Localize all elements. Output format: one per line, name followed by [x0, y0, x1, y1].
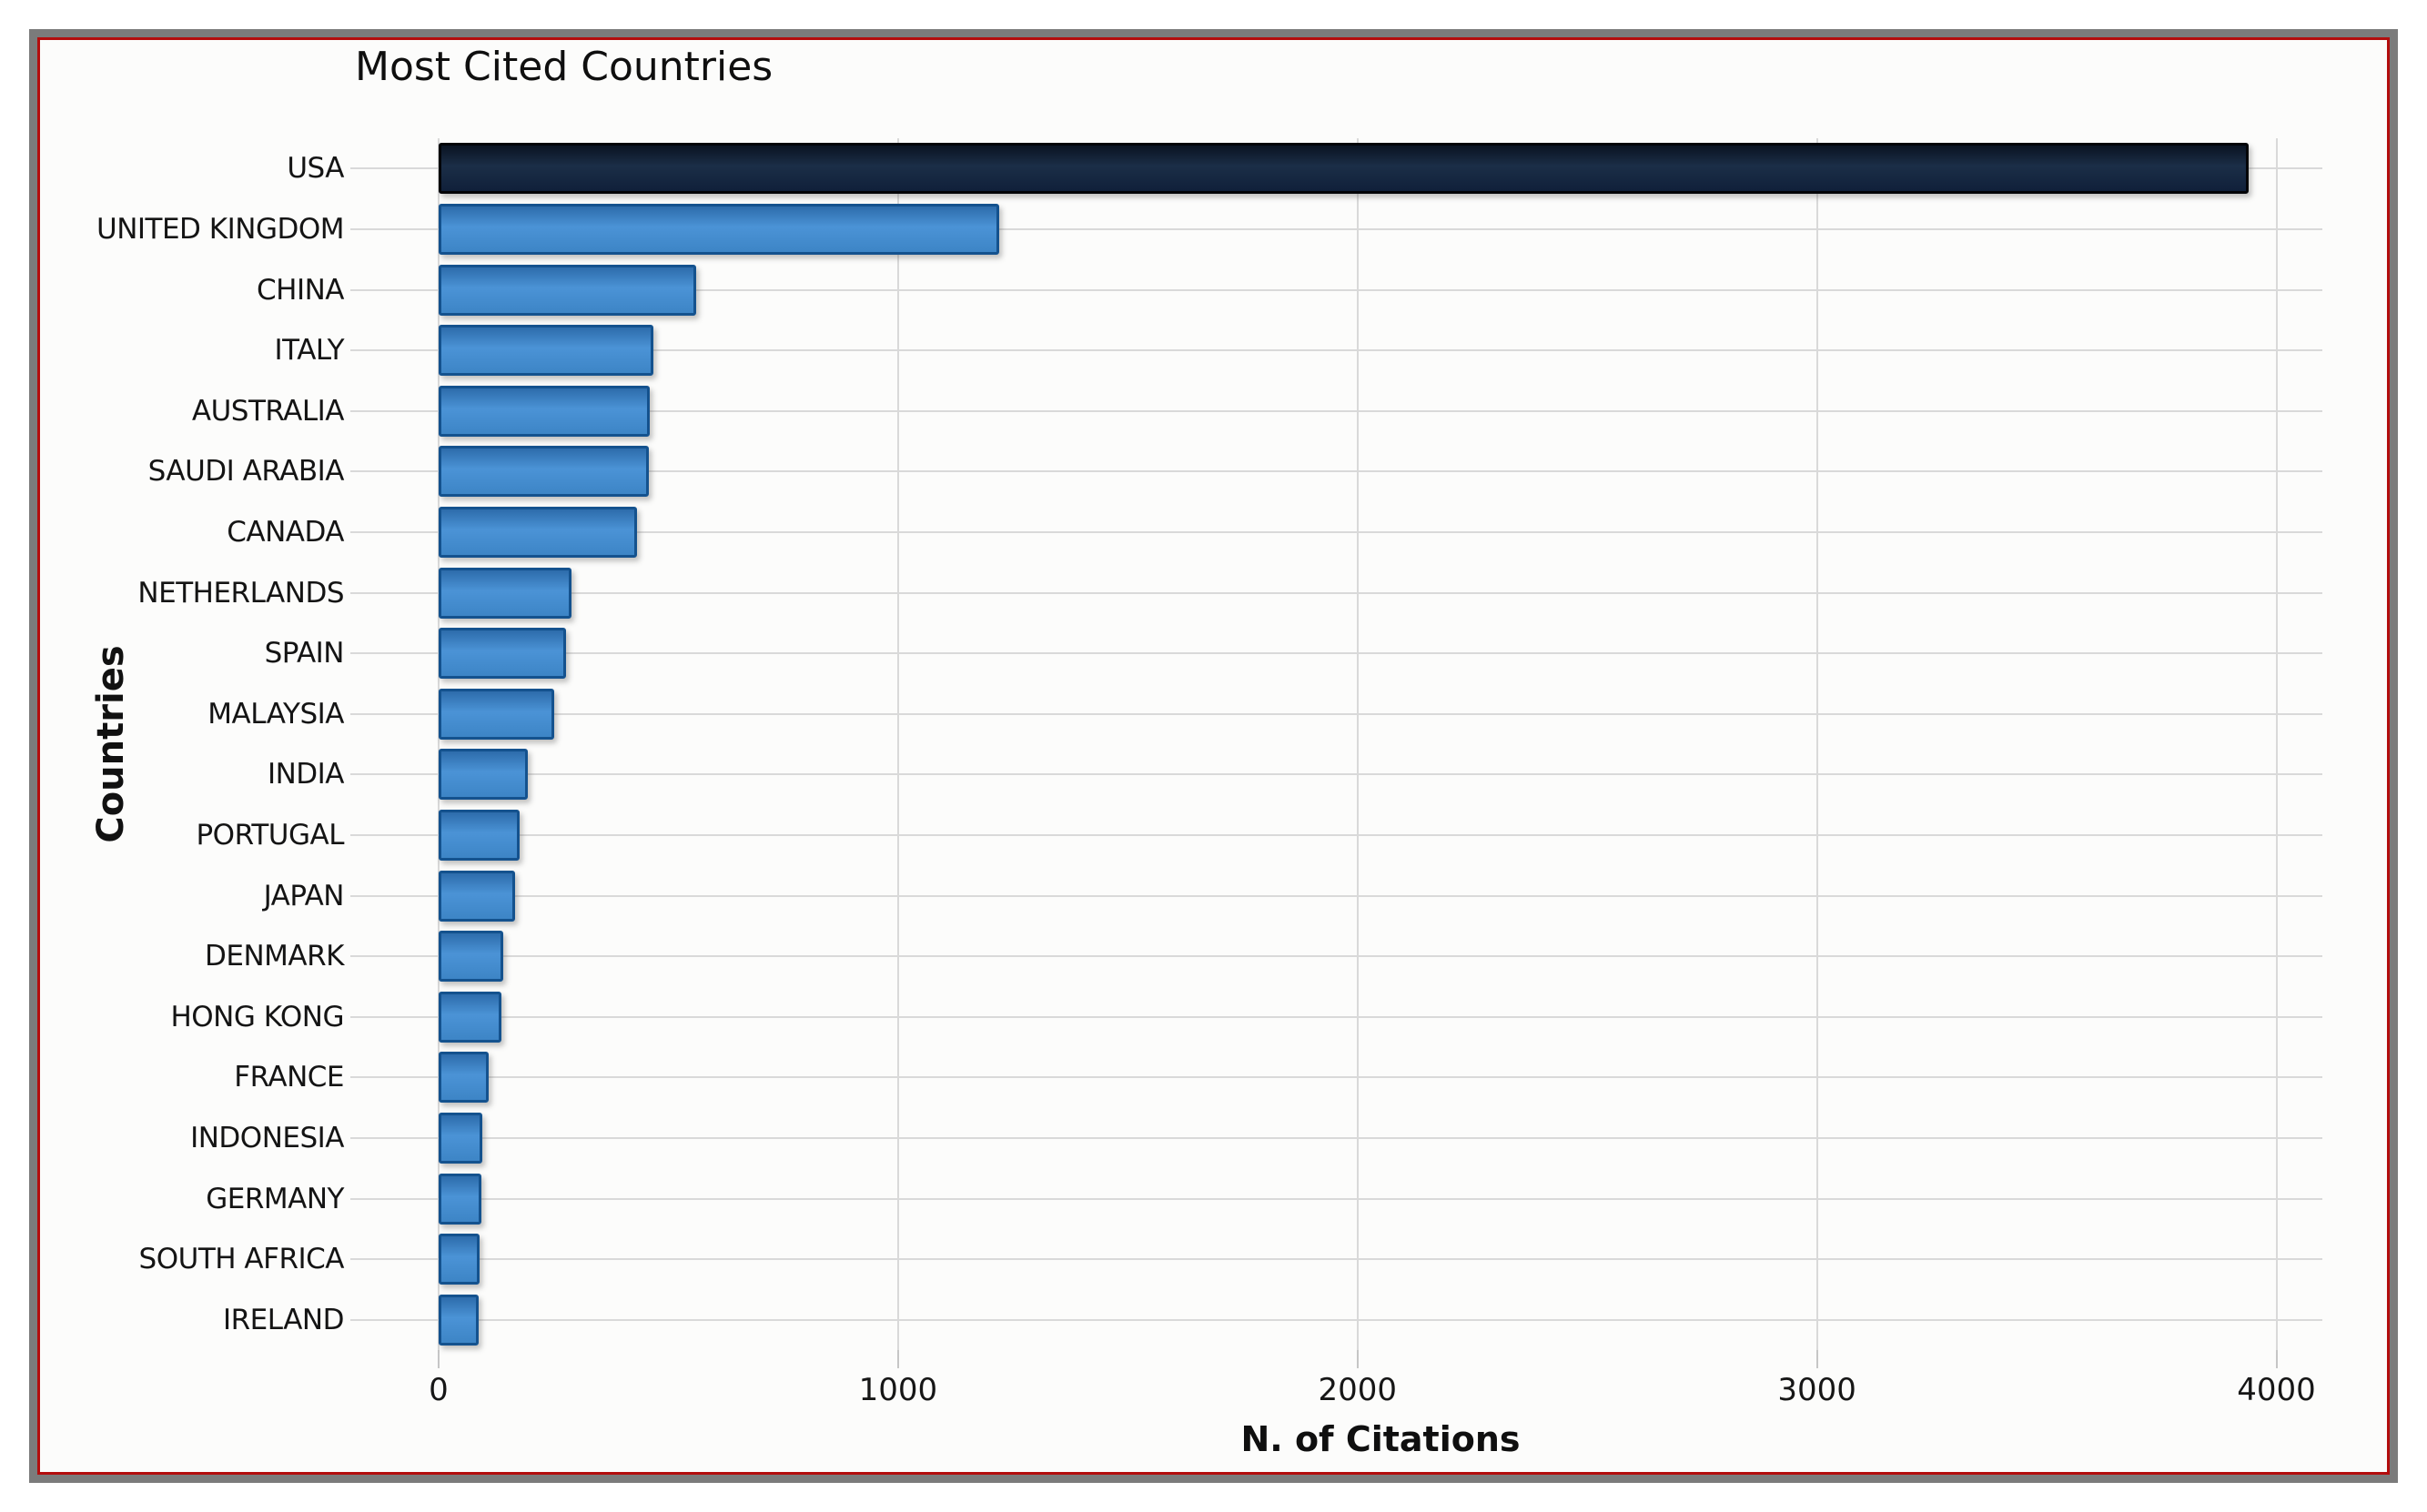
h-gridline	[350, 833, 2322, 836]
y-tick-label-canada: CANADA	[227, 515, 344, 549]
y-tick-label-ireland: IRELAND	[222, 1303, 345, 1336]
y-tick-label-saudi-arabia: SAUDI ARABIA	[147, 455, 345, 489]
h-gridline	[350, 349, 2322, 352]
x-tick-mark-0	[438, 1350, 440, 1368]
y-tick-label-spain: SPAIN	[264, 637, 345, 670]
y-tick-label-netherlands: NETHERLANDS	[137, 576, 344, 610]
v-gridline-1000	[896, 138, 899, 1350]
v-gridline-2000	[1356, 138, 1359, 1350]
chart-title: Most Cited Countries	[355, 44, 774, 90]
bar-italy	[439, 325, 653, 377]
v-gridline-0	[438, 138, 440, 1350]
y-tick-label-portugal: PORTUGAL	[196, 818, 344, 852]
h-gridline	[350, 894, 2322, 897]
figure-frame: Most Cited Countries Countries N. of Cit…	[29, 29, 2398, 1483]
h-gridline	[350, 409, 2322, 412]
v-gridline-4000	[2275, 138, 2278, 1350]
y-tick-label-hong-kong: HONG KONG	[170, 1000, 344, 1033]
bar-japan	[439, 870, 516, 922]
bar-canada	[439, 506, 637, 558]
y-tick-label-south-africa: SOUTH AFRICA	[138, 1243, 345, 1276]
h-gridline	[350, 1136, 2322, 1139]
x-tick-label-2000: 2000	[1318, 1372, 1398, 1408]
x-tick-mark-4000	[2275, 1350, 2278, 1368]
plot-panel: Countries N. of Citations 0 1000 2000 3000 4…	[90, 138, 2322, 1459]
h-gridline	[350, 591, 2322, 594]
h-gridline	[350, 470, 2322, 473]
y-tick-label-australia: AUSTRALIA	[191, 394, 345, 428]
bar-germany	[439, 1173, 482, 1225]
h-gridline	[350, 955, 2322, 958]
y-tick-label-usa: USA	[287, 152, 344, 186]
h-gridline	[350, 712, 2322, 715]
bar-portugal	[439, 809, 520, 861]
y-tick-label-italy: ITALY	[274, 334, 345, 368]
bar-malaysia	[439, 688, 554, 740]
bar-south-africa	[439, 1234, 480, 1285]
bar-france	[439, 1052, 490, 1104]
h-gridline	[350, 227, 2322, 230]
x-tick-label-1000: 1000	[858, 1372, 938, 1408]
x-tick-label-3000: 3000	[1777, 1372, 1856, 1408]
h-gridline	[350, 1258, 2322, 1261]
y-tick-label-indonesia: INDONESIA	[190, 1121, 344, 1154]
x-tick-label-0: 0	[429, 1372, 449, 1408]
h-gridline	[350, 1197, 2322, 1200]
chart-area: Most Cited Countries Countries N. of Cit…	[40, 40, 2387, 1472]
h-gridline	[350, 1318, 2322, 1321]
x-tick-mark-3000	[1815, 1350, 1818, 1368]
bar-usa	[439, 143, 2250, 195]
bar-denmark	[439, 931, 503, 983]
h-gridline	[350, 1015, 2322, 1018]
h-gridline	[350, 530, 2322, 533]
x-tick-mark-1000	[896, 1350, 899, 1368]
bar-netherlands	[439, 567, 572, 619]
bar-spain	[439, 628, 566, 680]
figure-frame-inner: Most Cited Countries Countries N. of Cit…	[37, 37, 2390, 1475]
h-gridline	[350, 773, 2322, 776]
bar-indonesia	[439, 1112, 482, 1164]
y-tick-label-france: FRANCE	[234, 1061, 344, 1094]
x-tick-label-4000: 4000	[2237, 1372, 2316, 1408]
h-gridline	[350, 1076, 2322, 1079]
y-tick-label-united-kingdom: UNITED KINGDOM	[96, 212, 344, 246]
y-axis-title: Countries	[90, 645, 132, 843]
bar-australia	[439, 385, 651, 437]
y-tick-label-malaysia: MALAYSIA	[207, 697, 344, 731]
bar-india	[439, 749, 528, 801]
bar-saudi-arabia	[439, 446, 650, 498]
y-tick-label-germany: GERMANY	[206, 1182, 344, 1215]
y-tick-label-china: CHINA	[257, 273, 345, 307]
x-axis-title: N. of Citations	[1240, 1419, 1521, 1459]
y-tick-label-japan: JAPAN	[263, 879, 345, 912]
x-tick-mark-2000	[1356, 1350, 1359, 1368]
h-gridline	[350, 288, 2322, 291]
bar-united-kingdom	[439, 203, 999, 255]
y-tick-label-india: INDIA	[267, 758, 345, 791]
bar-ireland	[439, 1294, 479, 1346]
y-tick-label-denmark: DENMARK	[205, 940, 344, 973]
bar-china	[439, 264, 696, 316]
h-gridline	[350, 652, 2322, 655]
v-gridline-3000	[1815, 138, 1818, 1350]
bar-hong-kong	[439, 991, 501, 1043]
